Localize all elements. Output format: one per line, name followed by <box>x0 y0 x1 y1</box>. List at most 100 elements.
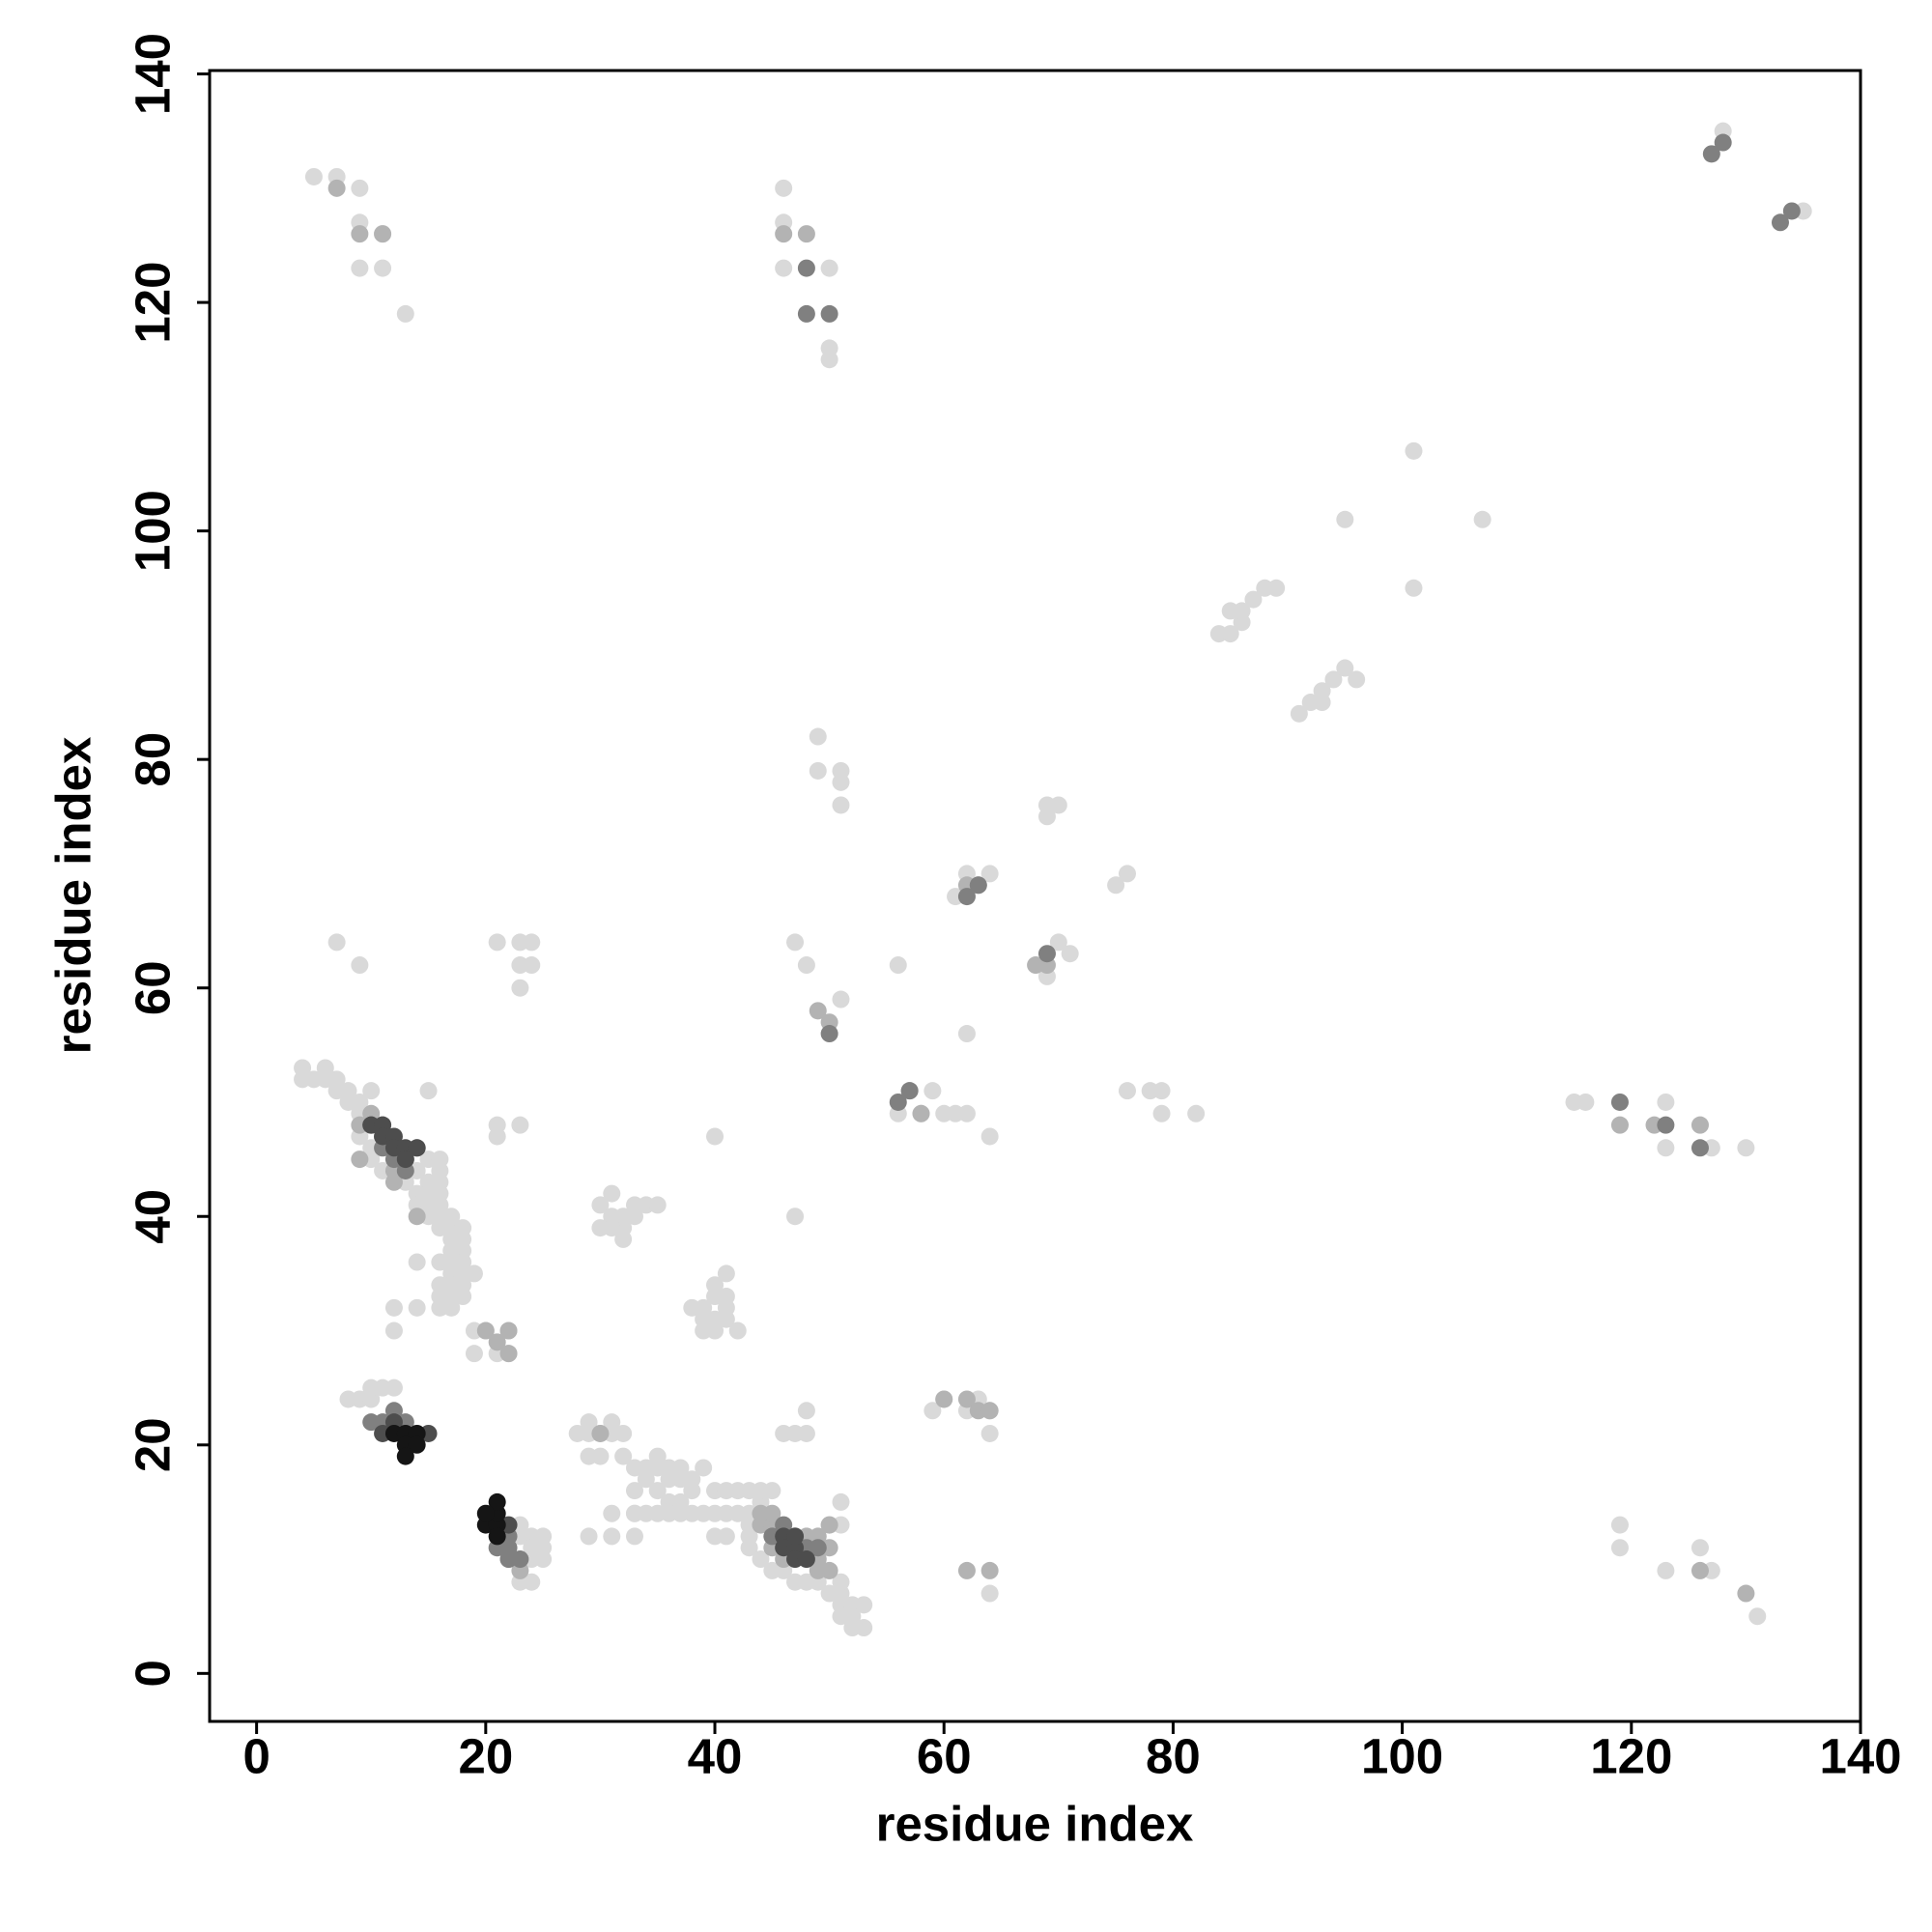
contact-point <box>706 1276 724 1294</box>
contact-point <box>717 1298 735 1317</box>
contact-point <box>1037 945 1056 963</box>
contact-point <box>957 1390 976 1408</box>
contact-point <box>614 1447 633 1465</box>
contact-point <box>786 933 805 952</box>
y-tick-label: 140 <box>125 33 180 115</box>
contact-point <box>408 1435 426 1454</box>
contact-point <box>1152 1082 1171 1100</box>
contact-point <box>820 351 838 369</box>
contact-point <box>637 1470 655 1489</box>
contact-point <box>763 1482 781 1500</box>
contact-point <box>362 1082 381 1100</box>
contact-point <box>374 225 392 243</box>
contact-point <box>603 1184 621 1203</box>
contact-point <box>603 1413 621 1432</box>
contact-point <box>1118 865 1136 883</box>
contact-point <box>832 796 850 814</box>
y-tick-label: 80 <box>125 732 180 787</box>
contact-point <box>923 1402 942 1420</box>
contact-point <box>797 956 815 975</box>
contact-point <box>717 1527 735 1546</box>
contact-point <box>1690 1539 1709 1557</box>
contact-point <box>752 1550 770 1569</box>
contact-point <box>1737 1584 1755 1603</box>
contact-point <box>1313 694 1331 712</box>
contact-point <box>351 956 369 975</box>
contact-point <box>534 1550 553 1569</box>
contact-point <box>855 1596 873 1614</box>
contact-point <box>706 1127 724 1146</box>
contact-point <box>488 1527 506 1546</box>
contact-point <box>384 1321 403 1340</box>
contact-point <box>671 1470 690 1489</box>
contact-point <box>351 225 369 243</box>
contact-point <box>1336 510 1354 528</box>
contact-point <box>351 259 369 277</box>
contact-point <box>935 1390 953 1408</box>
contact-point <box>775 179 793 197</box>
contact-point <box>786 1527 805 1546</box>
plot-frame <box>208 69 1862 1723</box>
contact-point <box>843 1619 862 1637</box>
contact-point <box>980 1584 999 1603</box>
contact-point <box>1657 1561 1675 1579</box>
contact-point <box>408 1253 426 1271</box>
contact-point <box>957 1104 976 1122</box>
contact-point <box>351 1151 369 1169</box>
contact-point <box>1702 145 1720 163</box>
contact-point <box>797 1402 815 1420</box>
contact-point <box>465 1264 483 1283</box>
contact-point <box>912 1104 930 1122</box>
contact-point <box>304 167 323 185</box>
contact-point <box>1244 590 1263 609</box>
contact-point <box>809 1002 827 1020</box>
contact-point <box>384 1378 403 1397</box>
contact-point <box>1405 579 1423 597</box>
contact-point <box>1107 876 1125 895</box>
contact-point <box>1690 1139 1709 1157</box>
contact-point <box>374 259 392 277</box>
contact-point <box>408 1208 426 1226</box>
contact-point <box>384 1298 403 1317</box>
contact-point <box>1610 1516 1629 1534</box>
contact-point <box>591 1424 610 1442</box>
y-axis-title: residue index <box>45 737 100 1055</box>
contact-point <box>832 1573 850 1591</box>
contact-point <box>797 225 815 243</box>
contact-point <box>980 1561 999 1579</box>
contact-point <box>797 259 815 277</box>
contact-point <box>1221 625 1239 643</box>
contact-point <box>523 1573 541 1591</box>
y-tick-label: 0 <box>125 1660 180 1687</box>
contact-point <box>419 1082 438 1100</box>
contact-point <box>889 1093 907 1111</box>
contact-point <box>499 1321 518 1340</box>
y-tick-label: 20 <box>125 1417 180 1472</box>
contact-point <box>523 956 541 975</box>
contact-point <box>820 1516 838 1534</box>
contact-point <box>820 259 838 277</box>
contact-point <box>1037 808 1056 826</box>
contact-point <box>900 1082 919 1100</box>
contact-point <box>809 761 827 780</box>
x-axis-title: residue index <box>876 1796 1194 1851</box>
contact-point <box>476 1504 495 1522</box>
contact-point <box>820 304 838 323</box>
contact-point <box>1771 213 1789 232</box>
contact-point <box>832 773 850 791</box>
contact-point <box>820 1025 838 1043</box>
contact-point <box>1577 1093 1595 1111</box>
contact-point <box>488 1333 506 1351</box>
x-tick-label: 140 <box>1819 1728 1901 1783</box>
contact-point <box>648 1196 667 1214</box>
contact-point <box>488 1492 506 1511</box>
contact-point <box>717 1264 735 1283</box>
contact-point <box>1061 945 1079 963</box>
contact-point <box>1690 1116 1709 1134</box>
contact-point <box>499 1345 518 1363</box>
contact-point <box>591 1196 610 1214</box>
contact-point <box>1657 1116 1675 1134</box>
contact-point <box>488 933 506 952</box>
y-tick-label: 120 <box>125 262 180 344</box>
